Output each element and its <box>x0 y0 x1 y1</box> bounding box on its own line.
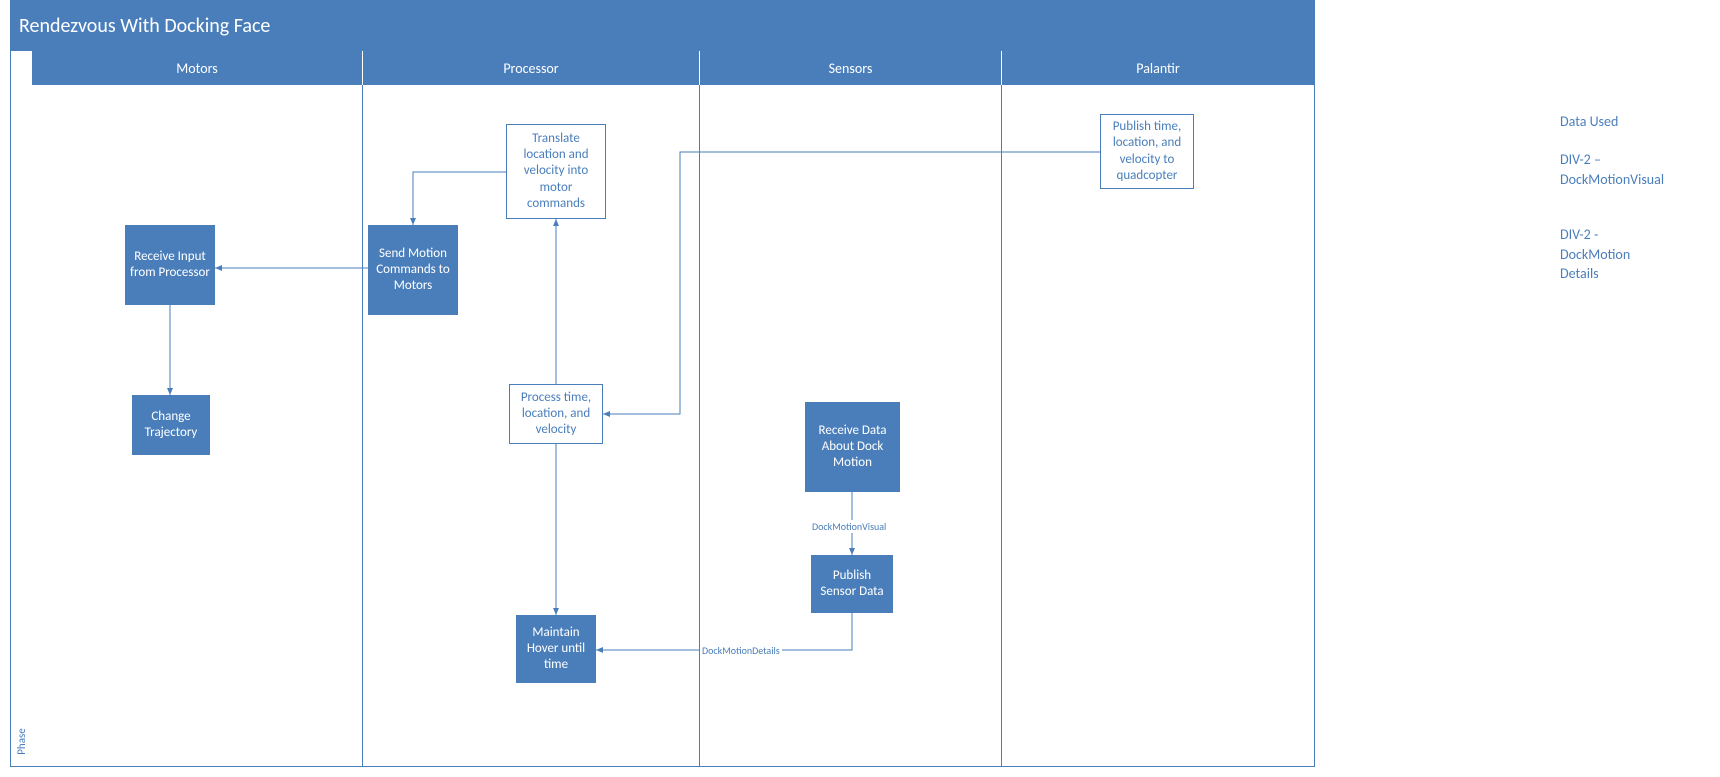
side-note-1: DIV-2 – DockMotionVisual <box>1560 150 1670 189</box>
diagram-canvas: Rendezvous With Docking Face Phase Motor… <box>0 0 1720 777</box>
node-process_tlv: Process time, location, and velocity <box>509 384 603 444</box>
node-receive_dock: Receive Data About Dock Motion <box>805 402 900 492</box>
node-change_traj: Change Trajectory <box>132 395 210 455</box>
diagram-title: Rendezvous With Docking Face <box>11 1 1314 51</box>
lane-header-row: MotorsProcessorSensorsPalantir <box>32 51 1314 85</box>
node-receive_input: Receive Input from Processor <box>125 225 215 305</box>
side-note-0: Data Used <box>1560 112 1618 132</box>
side-note-2: DIV-2 - DockMotion Details <box>1560 225 1670 284</box>
lane-header-processor: Processor <box>362 51 699 85</box>
lane-header-sensors: Sensors <box>699 51 1001 85</box>
node-publish_quad: Publish time, location, and velocity to … <box>1100 114 1194 189</box>
lane-header-motors: Motors <box>32 51 362 85</box>
phase-label-text: Phase <box>15 728 28 755</box>
node-publish_sensor: Publish Sensor Data <box>811 555 893 613</box>
title-text: Rendezvous With Docking Face <box>19 14 270 38</box>
edge-label-receive_dock-publish_sensor: DockMotionVisual <box>810 520 888 533</box>
lane-header-palantir: Palantir <box>1001 51 1314 85</box>
node-translate: Translate location and velocity into mot… <box>506 124 606 219</box>
edge-label-publish_sensor-maintain_hover: DockMotionDetails <box>700 644 782 657</box>
node-maintain_hover: Maintain Hover until time <box>516 615 596 683</box>
node-send_motion: Send Motion Commands to Motors <box>368 225 458 315</box>
phase-label: Phase <box>11 51 32 766</box>
